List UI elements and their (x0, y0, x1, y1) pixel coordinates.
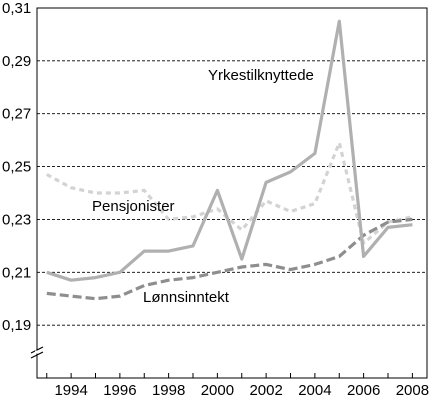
x-tick-label: 2002 (249, 382, 282, 399)
plot-frame (36, 7, 428, 379)
annotation-pensjonister: Pensjonister (92, 198, 175, 215)
x-tick-label: 1998 (152, 382, 185, 399)
y-tick-label: 0,23 (2, 211, 31, 228)
series-lines (46, 19, 413, 301)
series-line (46, 19, 413, 282)
x-axis-ticks: 1994 1996 1998 2000 2002 2004 2006 2008 (46, 373, 429, 399)
y-tick-label: 0,31 (2, 0, 31, 17)
annotation-yrkestilknyttede: Yrkestilknyttede (208, 67, 314, 84)
y-tick-label: 0,21 (2, 264, 31, 281)
x-tick-label: 2006 (347, 382, 380, 399)
series-line (46, 141, 413, 245)
x-tick-label: 2004 (298, 382, 331, 399)
y-tick-label: 0,29 (2, 53, 31, 70)
x-tick-label: 1994 (54, 382, 87, 399)
x-tick-label: 2008 (396, 382, 429, 399)
grid-lines (37, 60, 427, 326)
series-line (46, 217, 413, 301)
y-axis-ticks: 0,31 0,29 0,27 0,25 0,23 0,21 0,19 (2, 0, 31, 334)
axis-break (30, 346, 44, 359)
x-tick-label: 1996 (103, 382, 136, 399)
y-tick-label: 0,25 (2, 159, 31, 176)
x-tick-label: 2000 (201, 382, 234, 399)
y-tick-label: 0,19 (2, 317, 31, 334)
annotation-lonnsinntekt: Lønnsinntekt (143, 289, 230, 306)
y-tick-label: 0,27 (2, 106, 31, 123)
